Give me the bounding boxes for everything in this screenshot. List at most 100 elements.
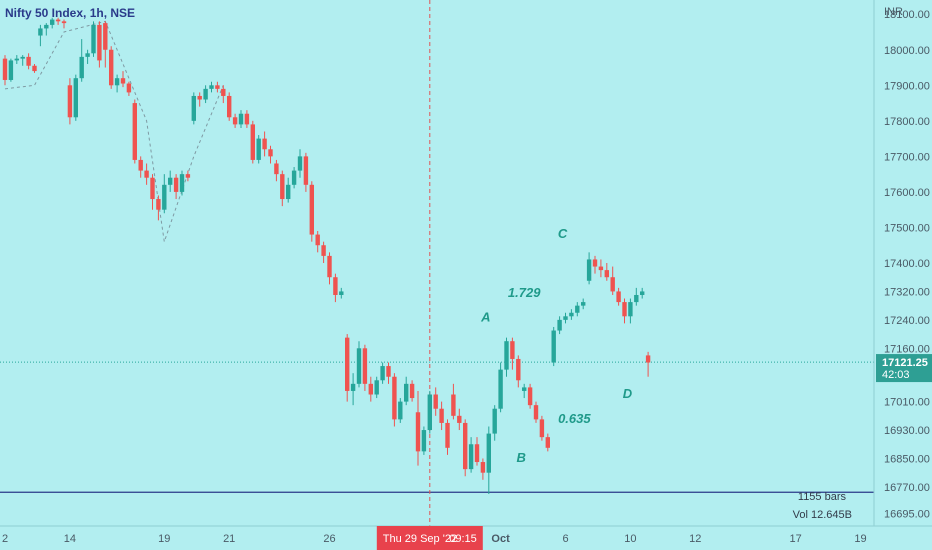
candle-body [421,430,427,452]
candle-body [150,177,155,200]
candle-body [640,291,645,295]
candle-body [557,319,562,331]
candle-body [516,358,521,381]
candle-body [14,58,19,61]
candles [2,17,651,495]
candle [14,55,19,64]
price-tick-label: 17010.00 [884,397,930,409]
candle [309,181,314,242]
price-tick-label: 17600.00 [884,187,930,199]
price-axis[interactable] [874,0,932,526]
candle-body [132,103,137,160]
candle-body [250,124,255,160]
candle-body [179,174,185,192]
candle [38,24,43,47]
time-tick-label: 10 [624,533,636,545]
price-tick-label: 17320.00 [884,286,930,298]
time-axis-ticks: 2 14 19 21 26 Oct 6 10 12 17 19 [2,533,867,545]
candle [221,85,226,104]
wave-label: A [480,310,490,325]
time-tick-label: 17 [789,533,801,545]
price-tick-label: 16930.00 [884,425,930,437]
candle [569,309,574,320]
candle [616,287,621,306]
candle [97,21,102,68]
time-tick-label: Oct [491,533,510,545]
candle-body [244,113,250,125]
candle-body [79,56,84,79]
candle [468,437,474,473]
price-tick-label: 17700.00 [884,151,930,163]
candle-body [404,383,409,402]
candle [268,145,273,164]
candle [215,81,220,93]
candle-body [262,138,267,150]
candle-body [527,387,533,406]
candle [439,401,444,431]
candle [26,53,31,70]
candle-body [232,117,238,125]
candle-body [575,305,580,313]
candle [138,156,143,178]
candle [126,81,132,96]
candle-body [85,53,90,57]
candle [191,92,196,125]
candle [433,387,438,416]
candle [203,85,208,104]
time-tick-label: 6 [562,533,568,545]
candle [227,92,232,121]
candle-body [238,113,244,125]
candle-body [563,316,568,320]
candle-body [439,408,444,423]
candle [516,355,521,388]
candle [622,298,627,324]
time-tick-label: 2 [2,533,8,545]
candle-body [368,383,373,395]
candle [645,351,651,377]
wave-label: 0.635 [558,411,591,426]
candle-body [398,401,403,420]
candle-body [286,184,291,200]
candle [492,405,497,441]
candle [634,287,639,306]
candle [244,110,250,128]
candle [179,170,185,196]
candle-body [97,24,102,61]
candle [303,152,309,192]
last-price-badge-bg [876,354,932,383]
candle [280,170,285,207]
crosshair-time-label: 09:15 [449,533,477,545]
wave-labels: A B C D 1.729 0.635 [480,226,633,465]
candle-body [44,24,49,29]
candle [345,334,350,402]
candle [415,390,421,466]
candle [250,120,255,164]
candle [604,263,609,281]
candle-body [162,184,167,210]
candle-body [604,270,609,278]
wave-label: C [558,226,568,241]
candle [20,55,25,66]
candle-body [333,277,338,295]
candle-body [120,78,126,84]
candle-body [610,277,615,292]
candle [67,78,73,125]
candle [333,273,338,303]
candle-body [256,138,261,160]
candle-body [274,163,279,175]
time-tick-label: 12 [689,533,701,545]
candle [274,159,279,182]
price-tick-label: 18000.00 [884,45,930,57]
candle-body [268,149,273,157]
candle-body [628,302,633,317]
candle [291,167,297,189]
candle-body [203,88,208,100]
candle-body [645,355,651,363]
candle [427,390,432,434]
candle [209,81,214,93]
candle-body [91,24,96,54]
wave-label: B [517,450,526,465]
candle [350,373,356,406]
candle-body [463,422,468,470]
